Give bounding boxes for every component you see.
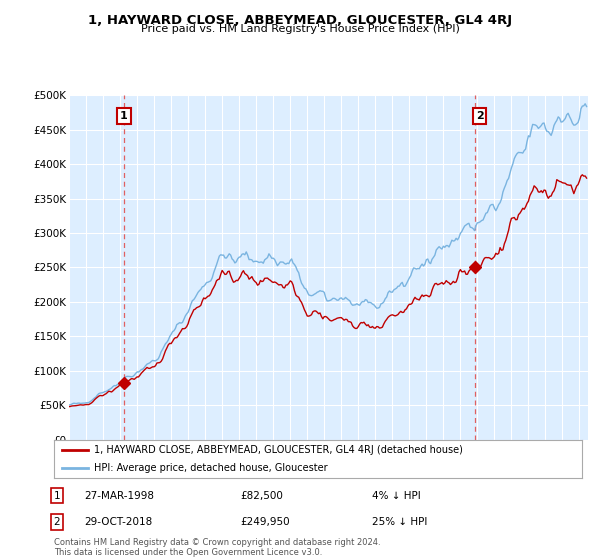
Text: 1: 1 (53, 491, 61, 501)
Text: £82,500: £82,500 (240, 491, 283, 501)
Text: 2: 2 (53, 517, 61, 527)
Text: 1, HAYWARD CLOSE, ABBEYMEAD, GLOUCESTER, GL4 4RJ (detached house): 1, HAYWARD CLOSE, ABBEYMEAD, GLOUCESTER,… (94, 445, 463, 455)
Text: Contains HM Land Registry data © Crown copyright and database right 2024.
This d: Contains HM Land Registry data © Crown c… (54, 538, 380, 557)
Text: Price paid vs. HM Land Registry's House Price Index (HPI): Price paid vs. HM Land Registry's House … (140, 24, 460, 34)
Text: 1: 1 (120, 111, 128, 121)
Text: 4% ↓ HPI: 4% ↓ HPI (372, 491, 421, 501)
Text: 27-MAR-1998: 27-MAR-1998 (84, 491, 154, 501)
Text: 2: 2 (476, 111, 484, 121)
Text: 1, HAYWARD CLOSE, ABBEYMEAD, GLOUCESTER, GL4 4RJ: 1, HAYWARD CLOSE, ABBEYMEAD, GLOUCESTER,… (88, 14, 512, 27)
Text: 25% ↓ HPI: 25% ↓ HPI (372, 517, 427, 527)
Text: HPI: Average price, detached house, Gloucester: HPI: Average price, detached house, Glou… (94, 463, 327, 473)
Text: 29-OCT-2018: 29-OCT-2018 (84, 517, 152, 527)
Text: £249,950: £249,950 (240, 517, 290, 527)
